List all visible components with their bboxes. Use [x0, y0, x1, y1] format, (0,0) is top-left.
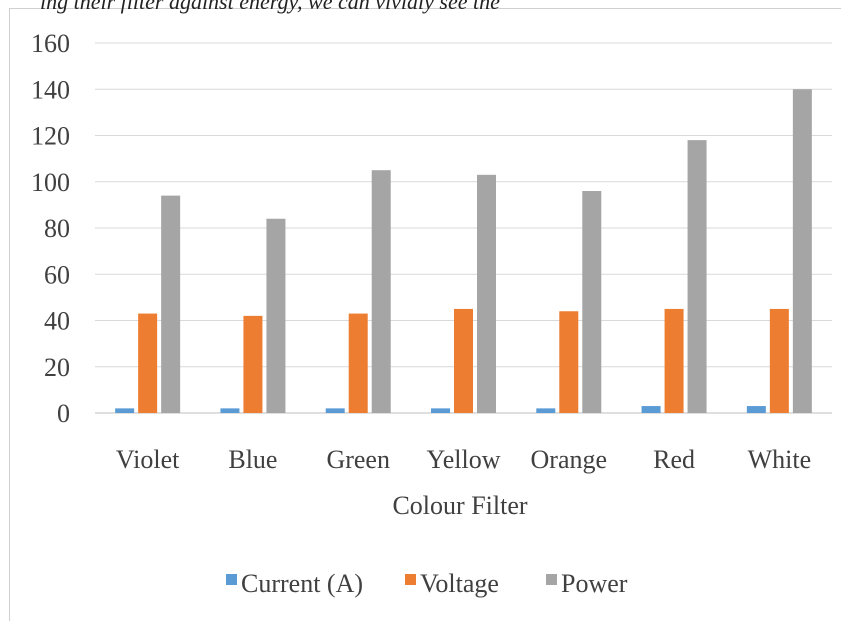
x-tick-label: Green	[326, 445, 390, 474]
x-tick-label: Yellow	[427, 445, 501, 474]
x-tick-label: White	[748, 445, 812, 474]
x-tick-label: Violet	[116, 445, 180, 474]
y-tick-label: 120	[31, 122, 70, 151]
bar-current-a-yellow	[431, 408, 450, 413]
caption-text: ing their filter against energy, we can …	[40, 0, 500, 14]
chart-border	[9, 8, 841, 621]
bar-voltage-yellow	[454, 308, 473, 413]
bar-power-green	[371, 170, 391, 413]
bars	[115, 89, 812, 413]
legend-label: Current (A)	[241, 569, 363, 598]
bar-power-orange	[582, 191, 602, 413]
bar-power-white	[792, 89, 812, 413]
bar-power-yellow	[477, 174, 496, 413]
bar-voltage-red	[664, 308, 684, 413]
x-tick-labels: Violet Blue Green Yellow Orange Red White	[116, 445, 811, 474]
x-tick-label: Red	[653, 445, 695, 474]
bar-current-a-orange	[536, 408, 556, 413]
y-tick-label: 100	[31, 168, 70, 197]
legend-label: Voltage	[420, 569, 499, 598]
legend-swatch	[546, 574, 557, 585]
x-tick-label: Orange	[531, 445, 608, 474]
bar-current-a-blue	[220, 408, 240, 413]
legend-swatch	[226, 574, 237, 585]
y-tick-label: 140	[31, 75, 70, 104]
gridlines	[95, 42, 832, 414]
y-tick-label: 40	[44, 307, 70, 336]
y-tick-label: 0	[57, 399, 70, 428]
x-axis-label: Colour Filter	[392, 491, 527, 520]
bar-voltage-blue	[243, 315, 263, 413]
y-tick-label: 80	[44, 214, 70, 243]
bar-voltage-orange	[559, 311, 579, 413]
bar-power-red	[687, 140, 707, 413]
y-tick-labels: 0 20 40 60 80 100 120 140 160	[31, 29, 70, 428]
y-tick-label: 60	[44, 260, 70, 289]
y-tick-label: 20	[44, 353, 70, 382]
y-tick-label: 160	[31, 29, 70, 58]
legend: Current (A) Voltage Power	[226, 569, 628, 598]
bar-current-a-red	[641, 406, 661, 413]
bar-current-a-green	[325, 408, 345, 413]
x-tick-label: Blue	[228, 445, 277, 474]
legend-label: Power	[561, 569, 628, 598]
bar-voltage-green	[348, 313, 368, 413]
bar-voltage-white	[769, 308, 789, 413]
legend-swatch	[405, 574, 416, 585]
bar-current-a-violet	[115, 408, 135, 413]
bar-current-a-white	[746, 406, 766, 413]
bar-voltage-violet	[138, 313, 158, 413]
bar-power-blue	[266, 218, 286, 413]
bar-power-violet	[161, 195, 181, 413]
